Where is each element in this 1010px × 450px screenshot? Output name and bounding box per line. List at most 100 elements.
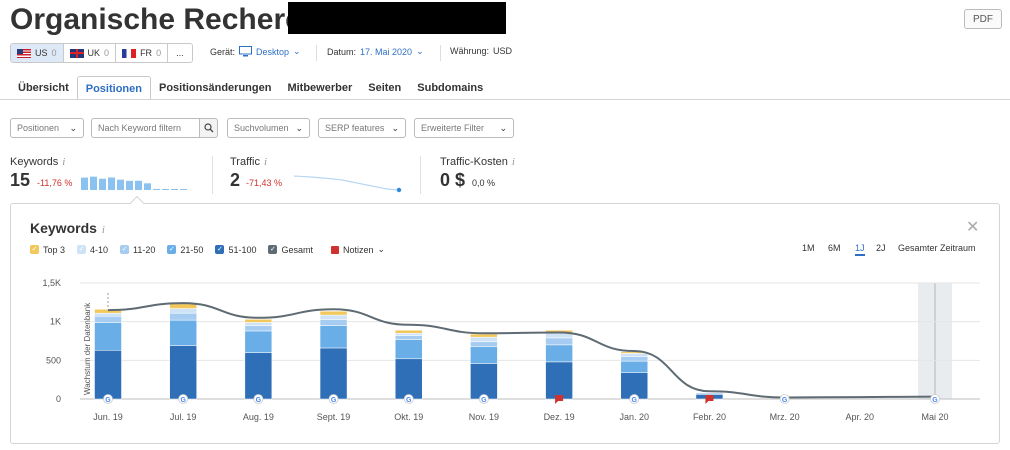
traffic-metric-label: Traffic i: [230, 156, 268, 168]
google-update-icon: [779, 394, 790, 404]
bar-segment-51-100: [244, 352, 273, 400]
google-update-icon: [103, 394, 113, 404]
search-icon: [203, 123, 213, 133]
sparkline-bar: [153, 188, 160, 190]
bar-segment-4-10: [169, 308, 197, 314]
chevron-down-icon: ⌄: [295, 122, 303, 133]
tab-seiten[interactable]: Seiten: [368, 82, 402, 94]
legend-item-21-50[interactable]: ✓ 21-50: [167, 244, 204, 255]
report-tabs: Übersicht Positionen Positionsänderungen…: [10, 76, 491, 100]
more-databases-button[interactable]: ...: [168, 44, 192, 62]
checkbox-checked-icon: ✓: [120, 245, 130, 254]
google-letter: G: [481, 397, 487, 404]
search-button[interactable]: [199, 118, 218, 138]
bar-segment-21-50: [545, 344, 573, 363]
date-label: Datum:: [327, 46, 357, 57]
database-count: 0: [104, 48, 110, 58]
range-1j[interactable]: 1J: [855, 243, 865, 256]
google-update-icon: [629, 394, 640, 404]
legend-item-gesamt[interactable]: ✓ Gesamt: [268, 244, 313, 255]
bar-segment-51-100: [94, 350, 122, 400]
y-tick-label: 1K: [50, 317, 61, 327]
sparkline-bar: [162, 189, 169, 190]
checkbox-checked-icon: ✓: [268, 245, 278, 254]
sparkline-bar: [108, 177, 115, 190]
tab-mitbewerber[interactable]: Mitbewerber: [287, 82, 353, 94]
database-uk-button[interactable]: UK 0: [63, 44, 117, 62]
google-letter: G: [105, 397, 111, 404]
keywords-sparkline: [81, 176, 187, 190]
bar-segment-21-50: [620, 360, 649, 373]
bar-segment-4-10: [94, 312, 122, 317]
divider: [316, 45, 317, 61]
bar-segment-top-3: [319, 310, 348, 316]
x-tick-label: Jan. 20: [620, 412, 650, 422]
device-selector[interactable]: Gerät: Desktop ⌄: [210, 46, 301, 57]
tab-subdomains[interactable]: Subdomains: [417, 82, 484, 94]
bar-segment-51-100: [319, 347, 348, 400]
search-volume-filter[interactable]: Suchvolumen ⌄: [227, 118, 310, 138]
traffic-metric-delta: -71,43 %: [246, 178, 283, 188]
uk-flag-icon: [69, 48, 84, 58]
legend-item-top3[interactable]: ✓ Top 3: [30, 244, 66, 255]
checkbox-checked-icon: ✓: [30, 245, 39, 254]
google-update-icon: [403, 394, 414, 404]
info-icon: i: [101, 224, 105, 236]
positions-filter[interactable]: Positionen ⌄: [10, 118, 84, 138]
database-us-button[interactable]: US 0: [11, 44, 64, 62]
y-tick-label: 500: [46, 355, 61, 365]
database-count: 0: [51, 48, 57, 58]
currency-value: USD: [493, 46, 513, 56]
google-letter: G: [782, 397, 788, 404]
x-tick-label: Jul. 19: [170, 412, 197, 422]
bar-segment-4-10: [545, 333, 573, 339]
filter-label: Positionen: [17, 123, 60, 133]
x-tick-label: Jun. 19: [93, 412, 123, 422]
x-tick-label: Apr. 20: [846, 412, 875, 422]
chart-legend: ✓ Top 3 ✓ 4-10 ✓ 11-20 ✓ 21-50 ✓ 51-100 ✓ Gesa…: [30, 244, 385, 255]
keywords-chart: 0 500 1K 1,5K Wachstum der Datenbank Jun. 19 J…: [42, 278, 980, 422]
bar-segment-11-20: [94, 316, 122, 323]
range-1m[interactable]: 1M: [802, 243, 815, 253]
date-selector[interactable]: Datum: 17. Mai 2020 ⌄: [327, 46, 424, 57]
advanced-filter[interactable]: Erweiterte Filter ⌄: [414, 118, 514, 138]
x-tick-label: Aug. 19: [243, 412, 274, 422]
database-code: US: [35, 48, 48, 58]
bar-segment-21-50: [94, 322, 122, 351]
pdf-export-button[interactable]: PDF: [964, 9, 1002, 29]
bar-segment-top-3: [244, 319, 273, 323]
legend-item-4-10[interactable]: ✓ 4-10: [77, 244, 109, 255]
tab-positionsaenderungen[interactable]: Positionsänderungen: [158, 82, 272, 94]
cost-metric-delta: 0,0 %: [472, 178, 496, 188]
google-update-icon: [253, 394, 264, 404]
serp-features-filter[interactable]: SERP features ⌄: [318, 118, 406, 138]
total-line: [107, 302, 936, 399]
legend-item-11-20[interactable]: ✓ 11-20: [120, 244, 156, 255]
cost-metric-value: 0 $: [440, 170, 466, 190]
bar-segment-4-10: [620, 353, 649, 357]
range-2j[interactable]: 2J: [876, 243, 886, 253]
google-letter: G: [180, 397, 186, 404]
sparkline-bar: [90, 176, 97, 190]
notes-toggle[interactable]: Notizen ⌄: [330, 244, 385, 255]
tab-uebersicht[interactable]: Übersicht: [18, 82, 69, 94]
checkbox-checked-icon: ✓: [167, 245, 177, 254]
info-icon: i: [511, 156, 515, 168]
checkbox-checked-icon: ✓: [77, 245, 87, 254]
bar-segment-11-20: [244, 325, 273, 332]
legend-item-51-100[interactable]: ✓ 51-100: [215, 244, 257, 255]
range-all[interactable]: Gesamter Zeitraum: [898, 243, 976, 253]
bar-segment-4-10: [319, 314, 348, 320]
database-fr-button[interactable]: FR 0: [116, 44, 169, 62]
keyword-filter-input[interactable]: Nach Keyword filtern: [91, 118, 200, 138]
note-marker-icon: [705, 395, 714, 404]
tab-positionen[interactable]: Positionen: [76, 76, 151, 100]
close-icon[interactable]: ✕: [966, 219, 980, 236]
database-count: 0: [156, 48, 162, 58]
desktop-icon: [239, 46, 253, 57]
keyword-filter-placeholder: Nach Keyword filtern: [98, 123, 182, 133]
x-tick-label: Nov. 19: [469, 412, 499, 422]
y-tick-label: 1,5K: [42, 278, 61, 288]
google-letter: G: [406, 397, 412, 404]
range-6m[interactable]: 6M: [828, 243, 841, 253]
